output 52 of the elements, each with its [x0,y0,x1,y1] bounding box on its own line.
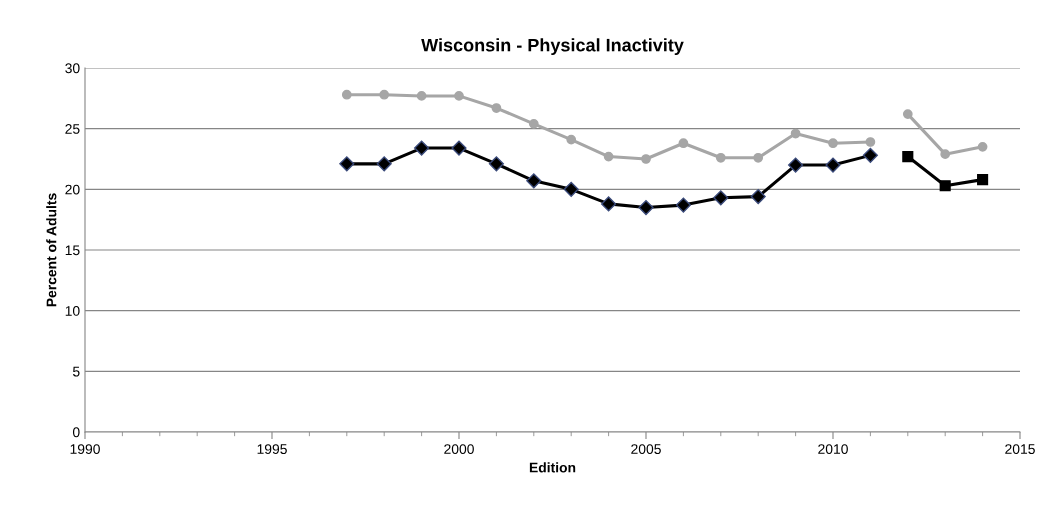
point [601,196,617,212]
x-tick-label: 2000 [444,444,474,455]
point [603,151,614,162]
y-tick-label: 30 [65,63,80,74]
y-tick-label: 20 [65,184,80,195]
point [566,134,577,145]
point [528,118,539,129]
y-axis-title: Percent of Adults [46,193,57,307]
point [977,174,989,186]
x-tick-label: 1990 [70,444,100,455]
point [753,152,764,163]
point [379,89,390,100]
point [715,152,726,163]
chart-title: Wisconsin - Physical Inactivity [421,38,684,56]
x-tick-label: 2005 [631,444,661,455]
point [788,157,804,173]
point [341,89,352,100]
y-tick-label: 25 [65,124,80,134]
y-tick-label: 0 [72,427,80,438]
point [862,147,878,163]
point [678,138,689,149]
point [902,109,913,119]
point [339,156,355,172]
point [638,199,654,216]
x-tick-label: 2010 [818,444,848,455]
point [563,181,579,197]
x-tick-label: 1995 [257,444,287,455]
point [491,103,502,113]
point [750,189,766,205]
point [376,156,392,172]
point [902,151,914,163]
point [526,173,542,189]
point [825,157,841,173]
point [865,137,876,147]
x-tick-label: 2015 [1005,444,1035,455]
point [451,140,467,156]
point [416,91,427,101]
y-tick-label: 15 [65,245,80,256]
point [488,156,504,172]
point [675,197,691,213]
point [713,190,729,206]
point [790,128,801,139]
point [828,138,838,149]
point [939,180,951,192]
y-tick-label: 10 [65,306,80,316]
point [641,154,651,164]
point [977,142,988,152]
point [940,149,951,160]
x-axis-title: Edition [529,462,576,473]
y-tick-label: 5 [72,366,80,377]
point [414,140,430,156]
point [454,91,464,101]
